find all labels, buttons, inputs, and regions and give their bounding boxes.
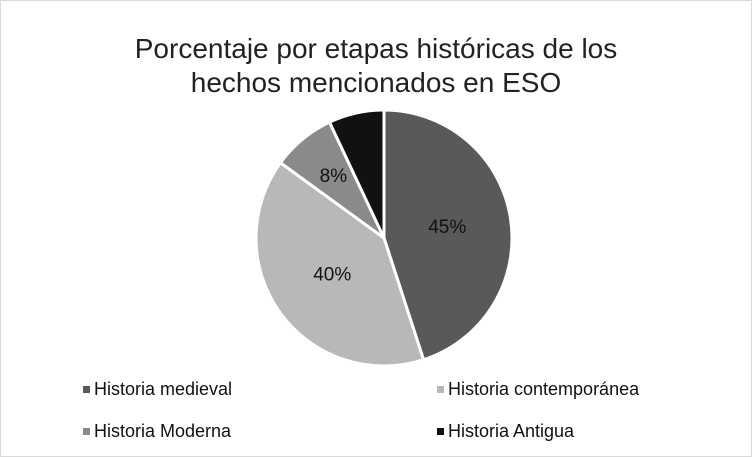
legend-label: Historia Antigua [448, 421, 575, 441]
data-label: 7% [353, 150, 381, 171]
chart-title: Porcentaje por etapas históricas de los … [134, 33, 618, 98]
legend-label: Historia contemporánea [448, 379, 640, 399]
legend-label: Historia medieval [94, 379, 232, 399]
data-label: 8% [320, 166, 348, 187]
data-label: 45% [428, 217, 466, 238]
legend-swatch [83, 428, 90, 435]
legend-swatch [83, 386, 90, 393]
pie-slice [327, 108, 386, 239]
legend-swatch [437, 386, 444, 393]
legend-label: Historia Moderna [94, 421, 232, 441]
pie-slice [254, 160, 426, 368]
legend-swatch [437, 428, 444, 435]
pie-slice [382, 108, 514, 362]
data-label: 40% [313, 265, 351, 286]
